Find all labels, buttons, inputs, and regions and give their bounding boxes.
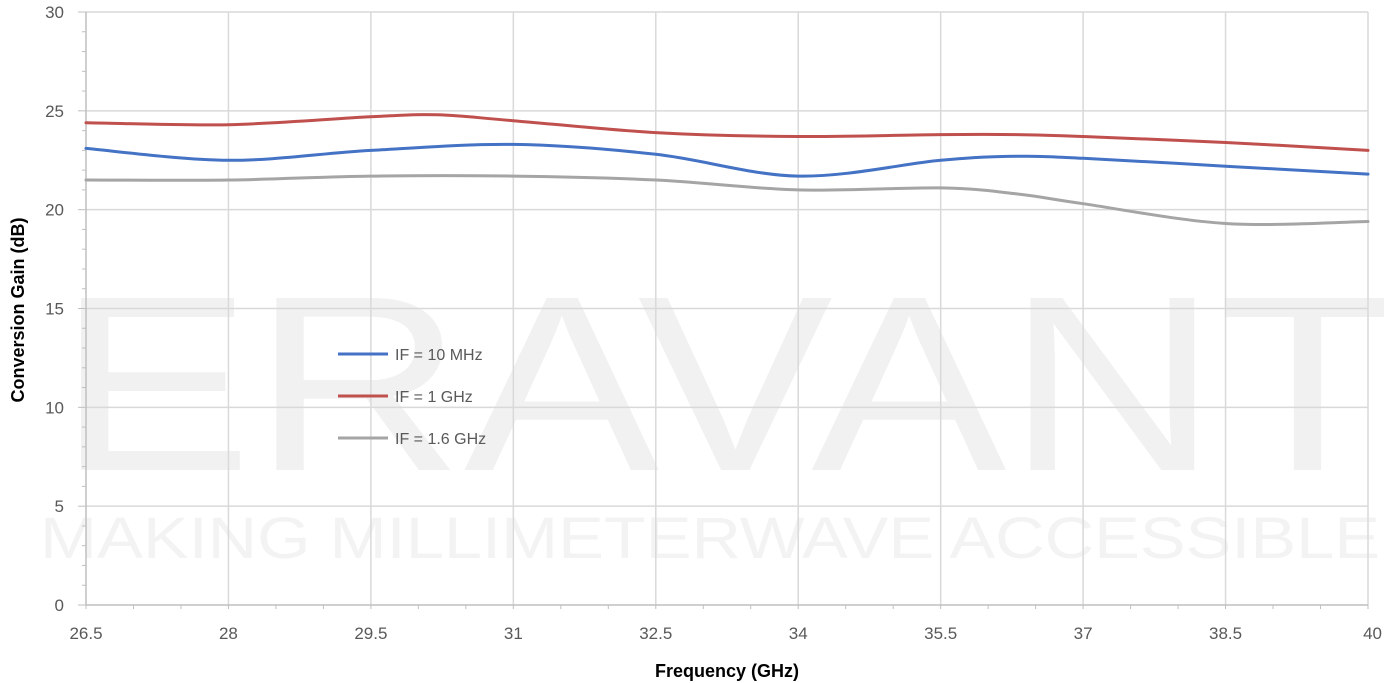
axes [78,11,1369,609]
y-axis-title: Conversion Gain (dB) [8,217,28,402]
y-tick-label: 30 [45,3,64,22]
y-tick-label: 25 [45,102,64,121]
x-axis-title: Frequency (GHz) [655,661,799,681]
legend-label-if-10mhz: IF = 10 MHz [395,347,483,364]
series-line-if-10mhz [84,142,1370,178]
watermark: ERAVANT MAKING MILLIMETERWAVE ACCESSIBLE [40,244,1384,571]
series-line-if-1-6ghz [84,174,1370,227]
x-tick-label: 28 [219,624,238,643]
x-tick-label: 34 [789,624,808,643]
legend: IF = 10 MHz IF = 1 GHz IF = 1.6 GHz [338,347,486,448]
legend-label-if-1ghz: IF = 1 GHz [395,389,473,406]
x-tick-label: 37 [1074,624,1093,643]
x-tick-label: 40 [1363,624,1382,643]
y-tick-label: 10 [45,398,64,417]
y-tick-label: 0 [55,596,64,615]
x-tick-label: 32.5 [639,624,672,643]
x-tick-labels: 26.5 28 29.5 31 32.5 34 35.5 37 38.5 40 [69,624,1382,643]
x-tick-label: 35.5 [924,624,957,643]
series-line-if-1ghz [84,113,1370,152]
series-lines [84,113,1370,227]
gridlines [86,11,1369,605]
legend-label-if-1-6ghz: IF = 1.6 GHz [395,431,486,448]
y-tick-label: 20 [45,201,64,220]
watermark-tagline: MAKING MILLIMETERWAVE ACCESSIBLE [40,506,1380,571]
y-tick-labels: 0 5 10 15 20 25 30 [45,3,64,615]
y-tick-label: 5 [55,497,64,516]
watermark-brand: ERAVANT [57,244,1384,523]
x-tick-label: 29.5 [354,624,387,643]
x-tick-label: 31 [504,624,523,643]
y-tick-label: 15 [45,300,64,319]
x-tick-label: 26.5 [69,624,102,643]
x-tick-label: 38.5 [1209,624,1242,643]
